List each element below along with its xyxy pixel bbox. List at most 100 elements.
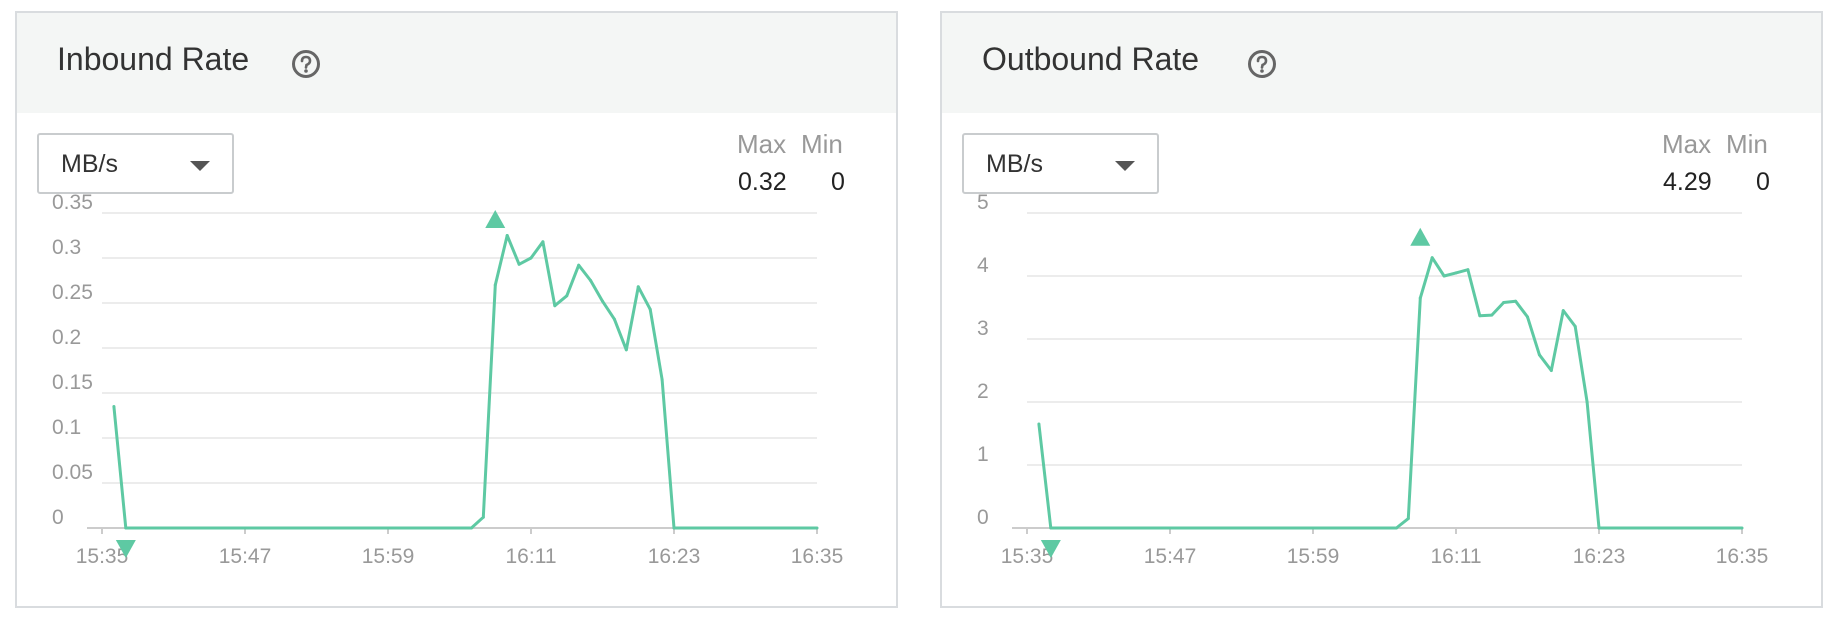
data-point <box>493 283 497 287</box>
y-tick-label: 0.35 <box>52 191 93 214</box>
data-point <box>696 526 700 530</box>
data-point <box>601 299 604 303</box>
data-point <box>565 294 569 298</box>
inbound-rate-chart: 0 0.05 0.1 0.15 0.2 0.25 0.3 0.35 15:35 15:47 15:5… <box>52 191 844 568</box>
min-marker-triangle-down-icon <box>115 540 136 558</box>
data-point <box>1621 526 1625 530</box>
data-point <box>624 348 628 352</box>
data-point <box>1490 313 1494 317</box>
y-tick-label: 0.1 <box>52 416 81 439</box>
x-tick-label: 15:35 <box>76 545 129 568</box>
y-tick-label: 3 <box>977 317 989 340</box>
y-tick-label: 0.15 <box>52 371 93 394</box>
y-tick-label: 2 <box>977 380 989 403</box>
min-label: Min <box>1726 129 1768 159</box>
data-point <box>1430 256 1434 260</box>
data-point <box>469 526 473 530</box>
max-value: 4.29 <box>1663 168 1712 196</box>
x-tick-label: 16:35 <box>791 545 844 568</box>
data-point <box>577 263 581 267</box>
x-tick-label: 16:23 <box>1573 545 1626 568</box>
x-tick-label: 16:35 <box>1716 545 1769 568</box>
x-tick-label: 15:59 <box>1287 545 1340 568</box>
max-label: Max <box>737 129 787 159</box>
data-point <box>1585 400 1589 404</box>
data-point <box>672 526 676 530</box>
x-tick-label: 15:35 <box>1001 545 1054 568</box>
min-label: Min <box>801 129 843 159</box>
data-point <box>1549 369 1553 372</box>
data-point <box>1454 271 1458 275</box>
outbound-rate-panel: Outbound Rate MB/s Max Min 4.29 0 0 1 2 3 4 5… <box>940 11 1823 608</box>
data-point <box>1061 526 1065 530</box>
data-point <box>1466 268 1470 272</box>
data-point <box>124 526 128 530</box>
data-point <box>529 256 533 260</box>
x-tick-label: 16:11 <box>506 545 557 568</box>
data-point <box>1418 296 1422 300</box>
inbound-rate-panel: Inbound Rate MB/s Max Min 0.32 0 0 0.05 0.… <box>15 11 898 608</box>
max-marker-triangle-up-icon <box>1410 227 1431 246</box>
data-point <box>1573 324 1577 328</box>
data-point <box>1514 299 1518 303</box>
data-point <box>1037 422 1041 426</box>
data-point <box>1049 526 1053 530</box>
data-point <box>505 234 509 237</box>
data-point <box>1526 315 1529 319</box>
data-point <box>1502 300 1506 304</box>
data-point <box>517 262 521 266</box>
x-tick-label: 16:11 <box>1431 545 1482 568</box>
x-tick-label: 15:47 <box>219 545 272 568</box>
help-circle-icon[interactable] <box>1247 49 1277 79</box>
series-line <box>112 234 817 530</box>
x-tick-label: 15:47 <box>1144 545 1197 568</box>
y-tick-label: 0.3 <box>52 236 81 259</box>
data-point <box>112 405 116 408</box>
data-point <box>541 240 545 244</box>
data-point <box>684 526 688 530</box>
data-point <box>1537 353 1541 357</box>
y-tick-label: 4 <box>977 254 989 277</box>
data-point <box>136 526 140 530</box>
data-point <box>1597 526 1601 530</box>
data-point <box>1394 526 1398 530</box>
min-value: 0 <box>831 168 845 196</box>
data-point <box>612 317 616 321</box>
series-line <box>1037 256 1742 530</box>
y-tick-label: 0 <box>52 506 64 529</box>
y-tick-label: 0.05 <box>52 461 93 484</box>
min-marker-triangle-down-icon <box>1040 540 1061 558</box>
y-tick-label: 0.2 <box>52 326 81 349</box>
y-tick-label: 0.25 <box>52 281 93 304</box>
data-point <box>1609 526 1613 530</box>
caret-down-icon <box>1115 161 1135 171</box>
unit-select-value: MB/s <box>986 150 1043 178</box>
panel-header: Inbound Rate <box>17 13 896 113</box>
panel-header: Outbound Rate <box>942 13 1821 113</box>
data-point <box>1740 526 1744 530</box>
data-point <box>660 378 664 381</box>
panel-title: Outbound Rate <box>982 41 1200 77</box>
y-tick-label: 1 <box>977 443 989 466</box>
data-point <box>553 304 557 308</box>
unit-select-value: MB/s <box>61 150 118 178</box>
max-marker-triangle-up-icon <box>485 210 506 228</box>
y-tick-label: 5 <box>977 191 989 214</box>
caret-down-icon <box>190 161 210 171</box>
max-value: 0.32 <box>738 168 787 196</box>
x-tick-label: 16:23 <box>648 545 701 568</box>
data-point <box>1478 314 1482 318</box>
unit-select[interactable]: MB/s <box>962 133 1159 194</box>
min-value: 0 <box>1756 168 1770 196</box>
help-circle-icon[interactable] <box>291 49 321 79</box>
data-point <box>1561 309 1565 313</box>
data-point <box>1442 274 1446 278</box>
panel-title: Inbound Rate <box>57 41 250 77</box>
data-point <box>589 279 593 282</box>
data-point <box>1406 517 1410 521</box>
max-label: Max <box>1662 129 1712 159</box>
unit-select[interactable]: MB/s <box>37 133 234 194</box>
outbound-rate-chart: 0 1 2 3 4 5 15:35 15:47 15:59 16:11 16:23 16:35 <box>977 191 1769 568</box>
data-point <box>636 285 640 289</box>
x-tick-label: 15:59 <box>362 545 415 568</box>
